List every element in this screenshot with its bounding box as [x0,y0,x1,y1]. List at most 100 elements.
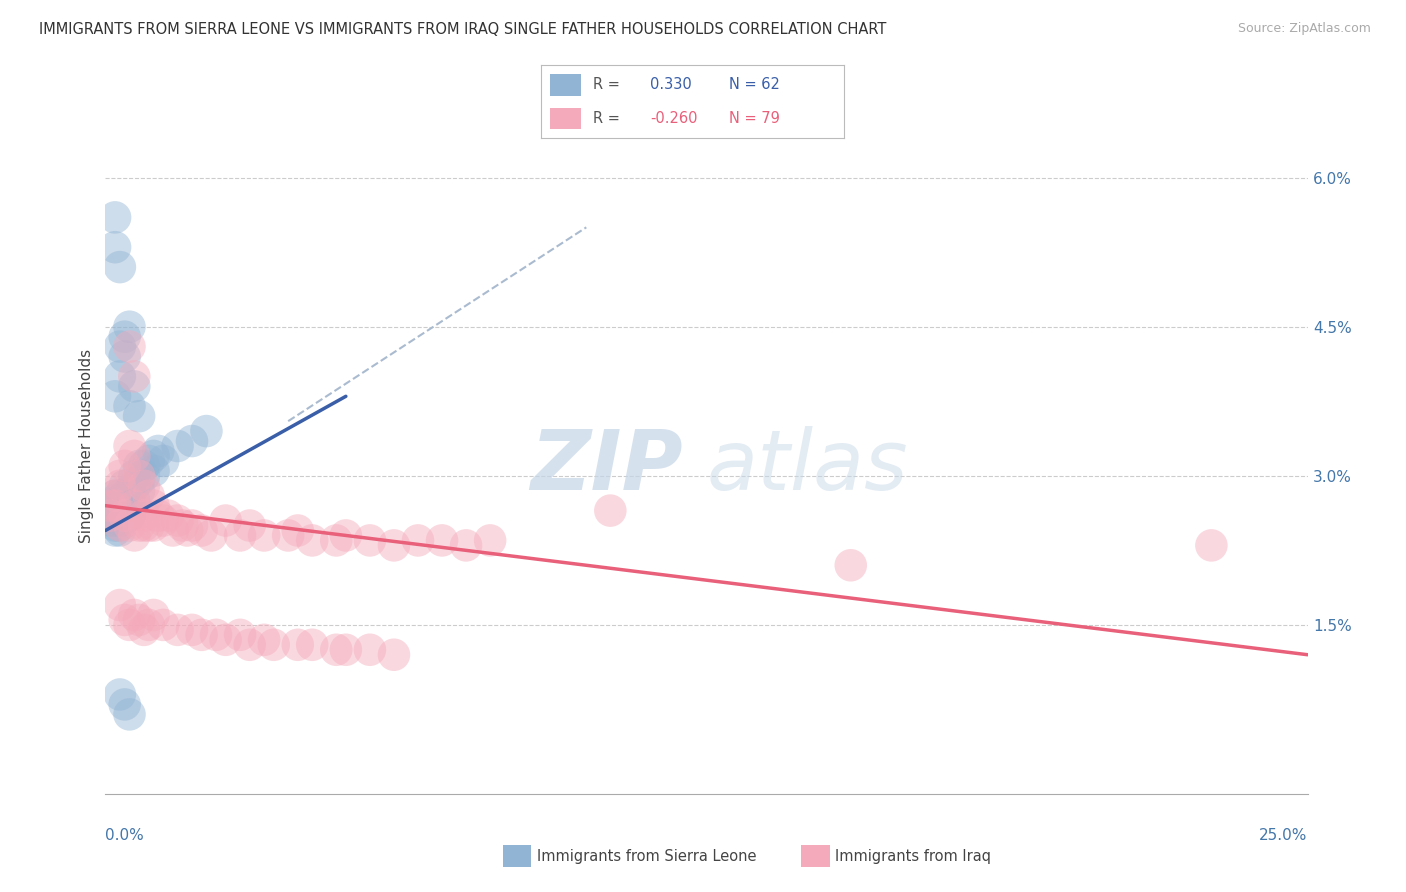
Point [156,508,179,523]
Point [142,607,165,622]
Point [114,499,136,513]
Text: R =: R = [593,111,620,126]
Point [325,642,347,657]
Point [138,454,160,468]
Point [118,439,141,453]
Point [190,524,212,538]
Point [108,503,131,517]
Point [287,638,309,652]
Point [124,493,146,508]
Point [108,340,131,354]
Point [118,518,141,533]
Point [104,499,127,513]
Point [479,533,502,548]
Point [118,618,141,632]
Text: N = 79: N = 79 [728,111,779,126]
Point [359,642,381,657]
Point [128,518,150,533]
Point [114,350,136,364]
Point [181,518,204,533]
Point [239,518,262,533]
Point [108,369,131,384]
Point [114,489,136,503]
Point [839,558,862,573]
Point [128,483,150,498]
Point [118,489,141,503]
Point [277,528,299,542]
Text: 0.0%: 0.0% [105,828,145,843]
Point [128,468,150,483]
Point [162,524,184,538]
Point [301,533,323,548]
Point [98,508,121,523]
Point [124,468,146,483]
Point [104,518,127,533]
Point [382,538,405,552]
Point [200,528,222,542]
Point [138,618,160,632]
Point [142,518,165,533]
FancyBboxPatch shape [550,108,581,129]
Point [287,524,309,538]
Point [124,607,146,622]
Point [114,458,136,473]
Point [599,503,621,517]
Point [108,524,131,538]
Point [152,618,174,632]
Point [142,499,165,513]
Point [104,240,127,254]
Point [166,623,188,637]
Point [253,528,276,542]
Point [148,508,170,523]
Point [118,707,141,722]
Point [114,503,136,517]
Point [104,493,127,508]
Text: R =: R = [593,78,620,93]
Point [124,379,146,393]
Point [108,489,131,503]
Point [263,638,285,652]
Point [114,613,136,627]
Point [98,514,121,528]
Point [382,648,405,662]
Point [124,369,146,384]
Point [335,528,357,542]
Point [214,514,236,528]
Point [104,503,127,517]
Point [406,533,429,548]
Point [124,528,146,542]
Point [239,638,262,652]
Point [108,499,131,513]
Point [98,499,121,513]
Point [108,479,131,493]
Point [132,458,155,473]
Point [108,508,131,523]
Point [98,503,121,517]
Point [148,444,170,458]
Point [166,514,188,528]
Point [118,493,141,508]
Point [166,439,188,453]
Point [124,449,146,463]
Point [114,508,136,523]
Point [118,483,141,498]
Point [118,319,141,334]
Text: 0.330: 0.330 [650,78,692,93]
Point [253,632,276,647]
Point [108,598,131,612]
Point [104,524,127,538]
Point [114,698,136,712]
Point [138,518,160,533]
Text: -0.260: -0.260 [650,111,697,126]
Point [104,508,127,523]
Point [172,518,194,533]
Point [104,499,127,513]
Point [301,638,323,652]
Text: Immigrants from Iraq: Immigrants from Iraq [835,849,991,863]
Point [104,489,127,503]
Point [128,613,150,627]
Point [108,260,131,274]
Point [104,211,127,225]
Point [108,688,131,702]
Point [190,628,212,642]
